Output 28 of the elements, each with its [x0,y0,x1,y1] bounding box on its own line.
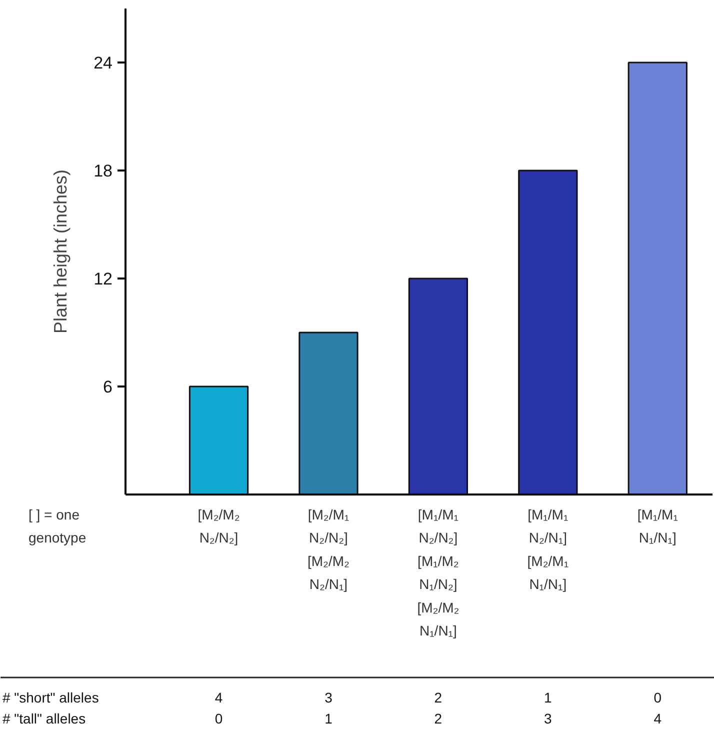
text: # "tall" alleles [2,710,86,726]
text: [ ] = one genotype [28,506,86,546]
y-axis-title: Plant height (inches) [50,169,71,334]
bar [518,170,578,494]
text: 4 [214,690,223,706]
text: 2 [434,710,442,726]
bar [298,332,358,494]
x-tick-label: [M₁/M₁ N₂/N₁] [M₂/M₁ N₁/N₁] [527,506,569,592]
y-tick-label: 12 [94,270,113,288]
x-tick-label: [M₂/M₁ N₂/N₂] [M₂/M₂ N₂/N₁] [307,506,350,592]
text: 1 [544,690,552,706]
text: 3 [544,710,552,726]
x-tick-label: [M₁/M₁ N₂/N₂] [M₁/M₂ N₁/N₂] [M₂/M₂ N₁/N₁] [417,506,460,638]
y-tick-label: 6 [103,378,113,396]
text: # "short" alleles [2,690,99,706]
bar [408,278,468,494]
y-tick-label: 18 [94,162,113,180]
text: 0 [654,690,662,706]
bar [628,62,688,494]
text: 0 [214,710,223,726]
x-tick-label: [M₂/M₂ N₂/N₂] [198,506,240,546]
y-tick-label: 24 [94,54,113,72]
text: 1 [324,710,333,726]
text: 2 [434,690,442,706]
text: 4 [654,710,662,726]
x-tick-label: [M₁/M₁ N₁/N₁] [637,506,678,546]
bar [188,386,249,494]
text: 3 [324,690,333,706]
